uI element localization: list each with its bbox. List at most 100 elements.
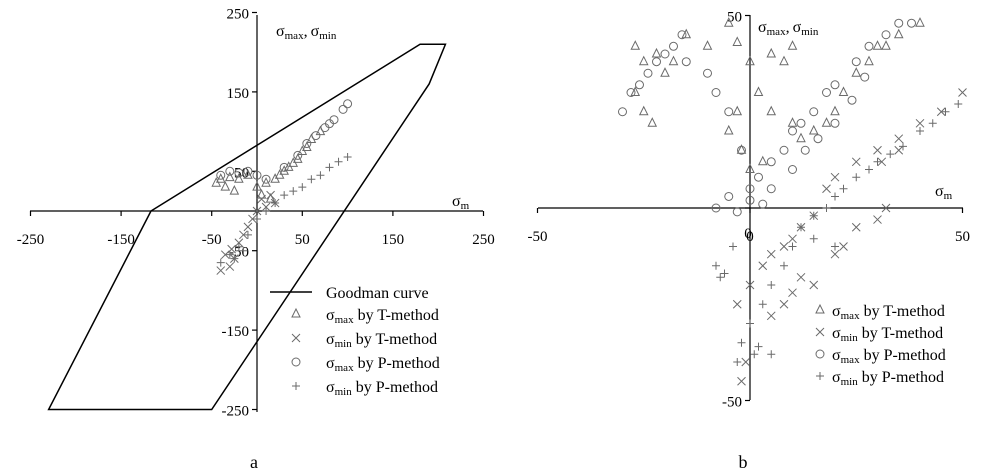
data-point-x: [873, 145, 882, 155]
chart-a-y-axis-label: σmax, σmin: [276, 23, 337, 42]
data-point-x: [788, 234, 797, 244]
data-point-triangle: [893, 28, 904, 39]
data-point-plus: [767, 350, 776, 359]
data-point-triangle: [252, 181, 262, 191]
data-point-circle: [261, 174, 271, 184]
data-point-plus: [225, 250, 234, 259]
data-point-x: [766, 249, 776, 259]
data-point-circle: [669, 41, 678, 51]
data-point-x: [227, 244, 236, 254]
data-point-plus: [729, 242, 737, 251]
data-point-circle: [779, 145, 789, 155]
data-point-triangle: [292, 153, 303, 163]
data-point-plus: [928, 119, 937, 128]
data-point-triangle: [787, 117, 798, 127]
chart-b-x-tick-labels: -50 0 500: [528, 226, 971, 245]
data-point-triangle: [265, 192, 276, 203]
data-point-circle: [279, 162, 289, 172]
data-point-plus: [839, 184, 848, 193]
data-point-triangle: [647, 117, 658, 127]
chart-b-data-points: [618, 17, 967, 386]
data-point-circle: [864, 41, 874, 51]
data-point-circle: [302, 139, 312, 149]
data-point-circle: [881, 30, 891, 40]
x-tick-label: -50: [202, 232, 222, 248]
data-point-circle: [800, 145, 810, 155]
data-point-plus: [216, 258, 225, 267]
data-point-x: [873, 215, 882, 224]
data-point-plus: [239, 246, 248, 255]
data-point-plus: [865, 165, 873, 174]
data-point-triangle: [225, 171, 235, 182]
data-point-circle: [216, 170, 226, 180]
data-point-triangle: [915, 17, 925, 27]
data-point-circle: [907, 18, 916, 28]
x-tick-label: -50: [528, 229, 548, 245]
data-point-x: [788, 288, 797, 298]
data-point-circle: [737, 145, 746, 155]
legend-swatch-triangle: [815, 303, 825, 314]
x-tick-label: 50: [955, 229, 970, 245]
data-point-circle: [809, 107, 819, 117]
data-point-x: [809, 280, 819, 290]
data-point-plus: [746, 319, 754, 328]
data-point-triangle: [723, 17, 734, 27]
data-point-triangle: [306, 133, 317, 144]
data-point-plus: [298, 183, 307, 192]
data-point-x: [779, 242, 789, 251]
data-point-plus: [767, 281, 776, 289]
chart-a-y-ticks: [252, 11, 257, 411]
chart-b-x-ticks: [536, 208, 964, 213]
data-point-plus: [899, 142, 907, 151]
data-point-plus: [809, 211, 818, 220]
data-point-circle: [788, 126, 797, 136]
data-point-x: [851, 222, 861, 232]
data-point-plus: [343, 153, 352, 162]
chart-b-caption: b: [739, 452, 748, 472]
data-point-x: [741, 357, 751, 367]
data-point-circle: [311, 131, 321, 141]
x-tick-label: 50: [295, 232, 310, 248]
data-point-triangle: [851, 67, 862, 77]
data-point-x: [257, 194, 266, 204]
data-point-circle: [830, 80, 840, 90]
legend-label: σmin by P-method: [326, 379, 438, 398]
data-point-circle: [732, 207, 742, 217]
data-point-x: [796, 272, 806, 282]
y-tick-label: -250: [222, 404, 250, 420]
data-point-circle: [766, 157, 776, 167]
data-point-plus: [954, 100, 963, 109]
chart-b: -50 0 500 50-50 σm σmax, σmin σmax by T-met…: [528, 10, 971, 473]
data-point-x: [830, 172, 840, 182]
data-point-triangle: [256, 189, 267, 199]
data-point-circle: [324, 119, 334, 129]
data-point-x: [745, 280, 755, 290]
legend-label: σmax by T-method: [832, 303, 945, 322]
data-point-triangle: [630, 40, 641, 50]
data-point-plus: [234, 242, 243, 251]
data-point-x: [894, 145, 904, 155]
data-point-circle: [813, 134, 823, 144]
data-point-circle: [894, 18, 904, 28]
data-point-circle: [754, 172, 763, 182]
x-tick-label: 0: [744, 226, 752, 242]
data-point-circle: [788, 165, 797, 174]
data-point-plus: [886, 150, 895, 159]
x-tick-label: 250: [472, 232, 495, 248]
legend-swatch-plus: [816, 372, 824, 380]
data-point-triangle: [736, 144, 747, 154]
data-point-plus: [262, 207, 271, 215]
data-point-x: [779, 299, 789, 309]
data-point-plus: [289, 187, 298, 196]
y-tick-label: 50: [727, 10, 742, 26]
data-point-circle: [822, 88, 831, 97]
data-point-circle: [243, 166, 253, 176]
data-point-plus: [916, 127, 924, 135]
data-point-triangle: [243, 169, 253, 179]
legend-swatch-x: [815, 327, 825, 337]
data-point-triangle: [779, 55, 789, 66]
data-point-triangle: [838, 86, 849, 96]
chart-a-x-ticks: [29, 211, 485, 216]
chart-b-y-ticks: [745, 14, 750, 402]
